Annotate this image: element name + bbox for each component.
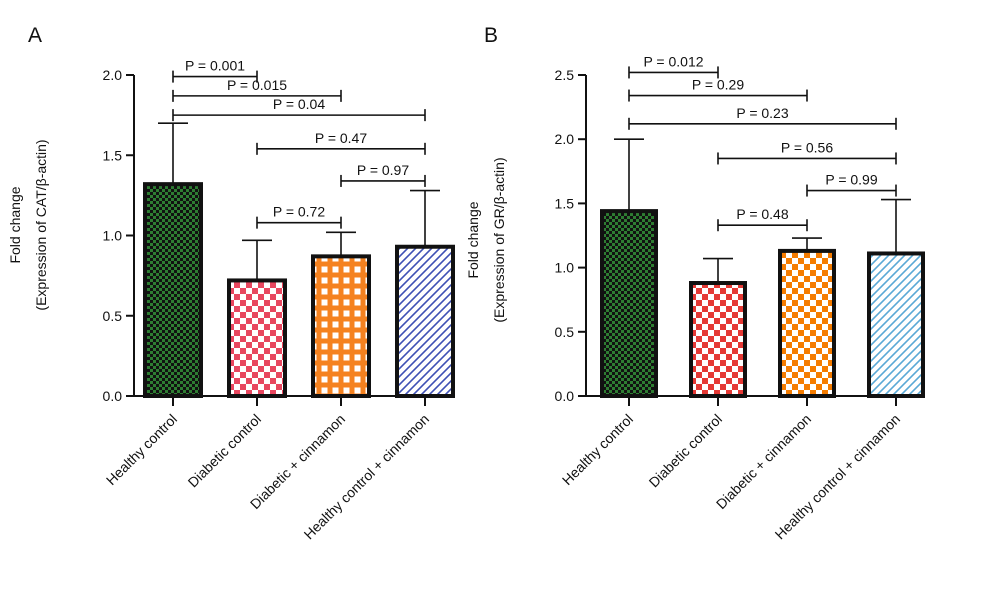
bar xyxy=(395,244,455,398)
x-category-label: Healthy control xyxy=(559,411,636,488)
p-value-label: P = 0.012 xyxy=(643,53,703,69)
y-tick-label: 1.5 xyxy=(103,147,123,163)
y-axis-title-line2: (Expression of CAT/β-actin) xyxy=(33,139,49,310)
y-tick-label: 2.5 xyxy=(555,67,575,83)
bar xyxy=(227,278,287,398)
p-value-label: P = 0.47 xyxy=(315,130,368,146)
y-axis-title-line2: (Expression of GR/β-actin) xyxy=(491,157,507,322)
x-category-label: Diabetic + cinnamon xyxy=(713,411,814,512)
y-tick-label: 0.5 xyxy=(555,324,575,340)
y-axis-title-line1: Fold change xyxy=(465,201,481,278)
bar xyxy=(867,251,925,398)
p-value-label: P = 0.72 xyxy=(273,204,326,220)
panel-letter: A xyxy=(28,24,42,47)
y-tick-label: 0.0 xyxy=(103,388,123,404)
x-category-label: Diabetic + cinnamon xyxy=(247,411,348,512)
p-value-label: P = 0.29 xyxy=(692,77,745,93)
bar xyxy=(689,281,747,398)
y-tick-label: 0.0 xyxy=(555,388,575,404)
p-value-label: P = 0.23 xyxy=(736,105,789,121)
p-value-label: P = 0.56 xyxy=(781,139,834,155)
y-tick-label: 0.5 xyxy=(103,308,123,324)
p-value-label: P = 0.001 xyxy=(185,58,245,74)
x-category-label: Diabetic control xyxy=(646,411,726,491)
y-tick-label: 1.5 xyxy=(555,195,575,211)
y-tick-label: 1.0 xyxy=(555,260,575,276)
x-category-label: Healthy control xyxy=(103,411,180,488)
y-axis-title-line1: Fold change xyxy=(7,186,23,263)
panel-letter: B xyxy=(484,24,498,47)
p-value-label: P = 0.015 xyxy=(227,77,287,93)
bar xyxy=(311,254,371,398)
y-tick-label: 2.0 xyxy=(103,67,123,83)
x-category-label: Diabetic control xyxy=(185,411,265,491)
bar xyxy=(143,182,203,398)
bar xyxy=(778,248,836,398)
p-value-label: P = 0.99 xyxy=(825,172,878,188)
p-value-label: P = 0.04 xyxy=(273,96,326,112)
p-value-label: P = 0.48 xyxy=(736,206,789,222)
y-tick-label: 2.0 xyxy=(555,131,575,147)
panel-b: B Fold change (Expression of GR/β-actin) 0.… xyxy=(465,24,925,542)
bar xyxy=(600,209,658,398)
panel-a: A Fold change (Expression of CAT/β-actin) 0… xyxy=(7,24,455,542)
y-tick-label: 1.0 xyxy=(103,228,123,244)
p-value-label: P = 0.97 xyxy=(357,162,410,178)
